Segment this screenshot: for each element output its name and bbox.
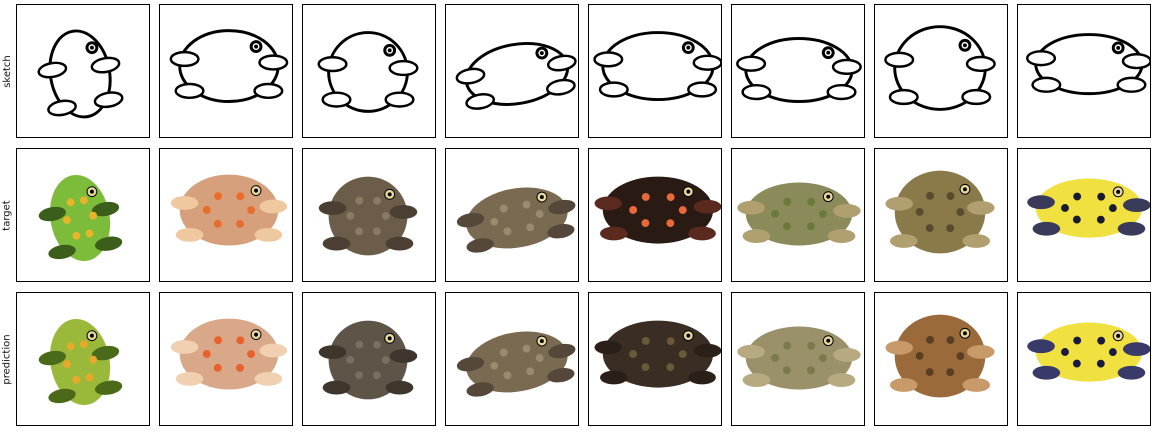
image-target-8 [1017, 148, 1151, 282]
row-label-sketch: sketch [1, 54, 13, 88]
image-sketch-3 [302, 4, 436, 138]
row-label-target: target [1, 199, 13, 231]
image-target-7 [874, 148, 1008, 282]
image-target-5 [588, 148, 722, 282]
row-prediction [16, 292, 1151, 426]
image-sketch-6 [731, 4, 865, 138]
image-sketch-5 [588, 4, 722, 138]
row-label-prediction: prediction [1, 333, 13, 385]
image-target-1 [16, 148, 150, 282]
image-prediction-2 [159, 292, 293, 426]
image-prediction-4 [445, 292, 579, 426]
image-sketch-7 [874, 4, 1008, 138]
image-sketch-2 [159, 4, 293, 138]
image-prediction-3 [302, 292, 436, 426]
image-prediction-7 [874, 292, 1008, 426]
image-target-6 [731, 148, 865, 282]
image-target-4 [445, 148, 579, 282]
image-target-2 [159, 148, 293, 282]
image-target-3 [302, 148, 436, 282]
row-sketch [16, 4, 1151, 138]
image-prediction-8 [1017, 292, 1151, 426]
image-sketch-8 [1017, 4, 1151, 138]
image-sketch-4 [445, 4, 579, 138]
image-prediction-6 [731, 292, 865, 426]
image-grid [16, 4, 1151, 426]
image-prediction-5 [588, 292, 722, 426]
image-sketch-1 [16, 4, 150, 138]
image-prediction-1 [16, 292, 150, 426]
row-target [16, 148, 1151, 282]
